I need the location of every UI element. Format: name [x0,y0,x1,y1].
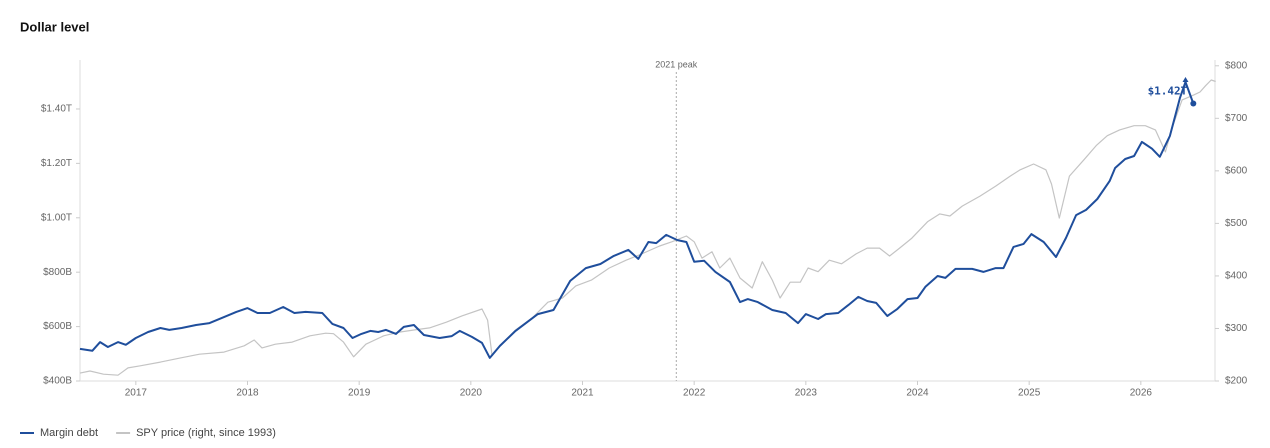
y2-tick-label: $700 [1225,113,1248,124]
y-tick-label: $800B [43,267,72,278]
x-tick-label: 2019 [348,388,371,399]
end-marker [1190,100,1197,107]
legend-label: Margin debt [40,427,98,439]
peak-label: 2021 peak [655,59,698,69]
x-tick-label: 2025 [1018,388,1041,399]
chart-title: Dollar level [20,19,89,34]
x-tick-label: 2017 [125,388,148,399]
y2-tick-label: $300 [1225,323,1248,334]
y-tick-label: $1.00T [41,212,72,223]
y-tick-label: $1.20T [41,158,72,169]
end-label: $1.42T [1148,85,1188,98]
x-tick-label: 2021 [571,388,594,399]
y-tick-label: $1.40T [41,104,72,115]
peak-marker [1182,77,1189,83]
x-tick-label: 2020 [460,388,483,399]
y-tick-label: $600B [43,321,72,332]
series-line [79,79,1216,376]
legend-label: SPY price (right, since 1993) [136,427,276,439]
y2-tick-label: $200 [1225,376,1248,387]
x-tick-label: 2024 [906,388,929,399]
x-tick-label: 2023 [795,388,818,399]
x-tick-label: 2022 [683,388,706,399]
x-tick-label: 2018 [236,388,259,399]
x-tick-label: 2026 [1130,388,1153,399]
series-line [79,81,1195,359]
y-tick-label: $400B [43,376,72,387]
y2-tick-label: $800 [1225,60,1248,71]
y2-tick-label: $400 [1225,271,1248,282]
y2-tick-label: $500 [1225,218,1248,229]
y2-tick-label: $600 [1225,165,1248,176]
